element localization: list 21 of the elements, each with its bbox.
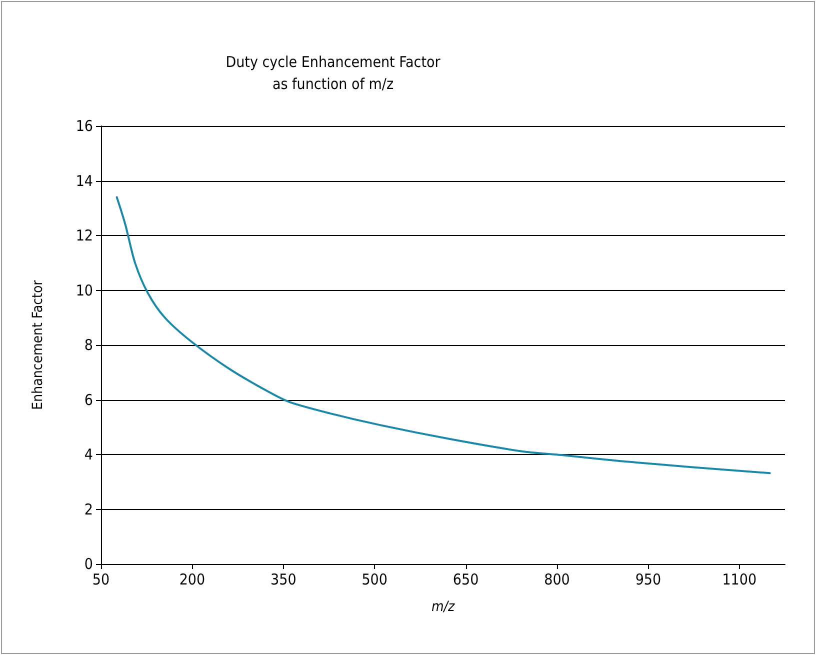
chart-title: Duty cycle Enhancement Factor as function of m/z	[226, 53, 441, 93]
y-tick-label: 14	[76, 172, 93, 190]
y-tick-label: 6	[84, 390, 93, 409]
x-tick-label: 800	[544, 570, 570, 588]
line-series	[116, 196, 771, 474]
y-tick-label: 8	[84, 336, 93, 354]
y-tick-label: 0	[84, 555, 93, 573]
y-tick-label: 2	[84, 500, 93, 518]
x-tick-label: 950	[635, 570, 662, 588]
y-tick-label: 4	[84, 446, 93, 464]
y-tick-label: 12	[76, 226, 93, 244]
x-tick-label: 650	[452, 570, 479, 588]
y-axis-title: Enhancement Factor	[30, 279, 46, 410]
x-tick-label: 1100	[722, 570, 757, 588]
y-tick-label: 16	[76, 117, 93, 135]
x-tick-label: 350	[270, 570, 296, 588]
x-axis-title: m/z	[431, 599, 455, 615]
x-tick-label: 50	[92, 570, 110, 588]
x-tick-label: 500	[362, 570, 388, 588]
y-tick-label: 10	[76, 281, 93, 300]
x-tick-label: 200	[179, 570, 206, 588]
